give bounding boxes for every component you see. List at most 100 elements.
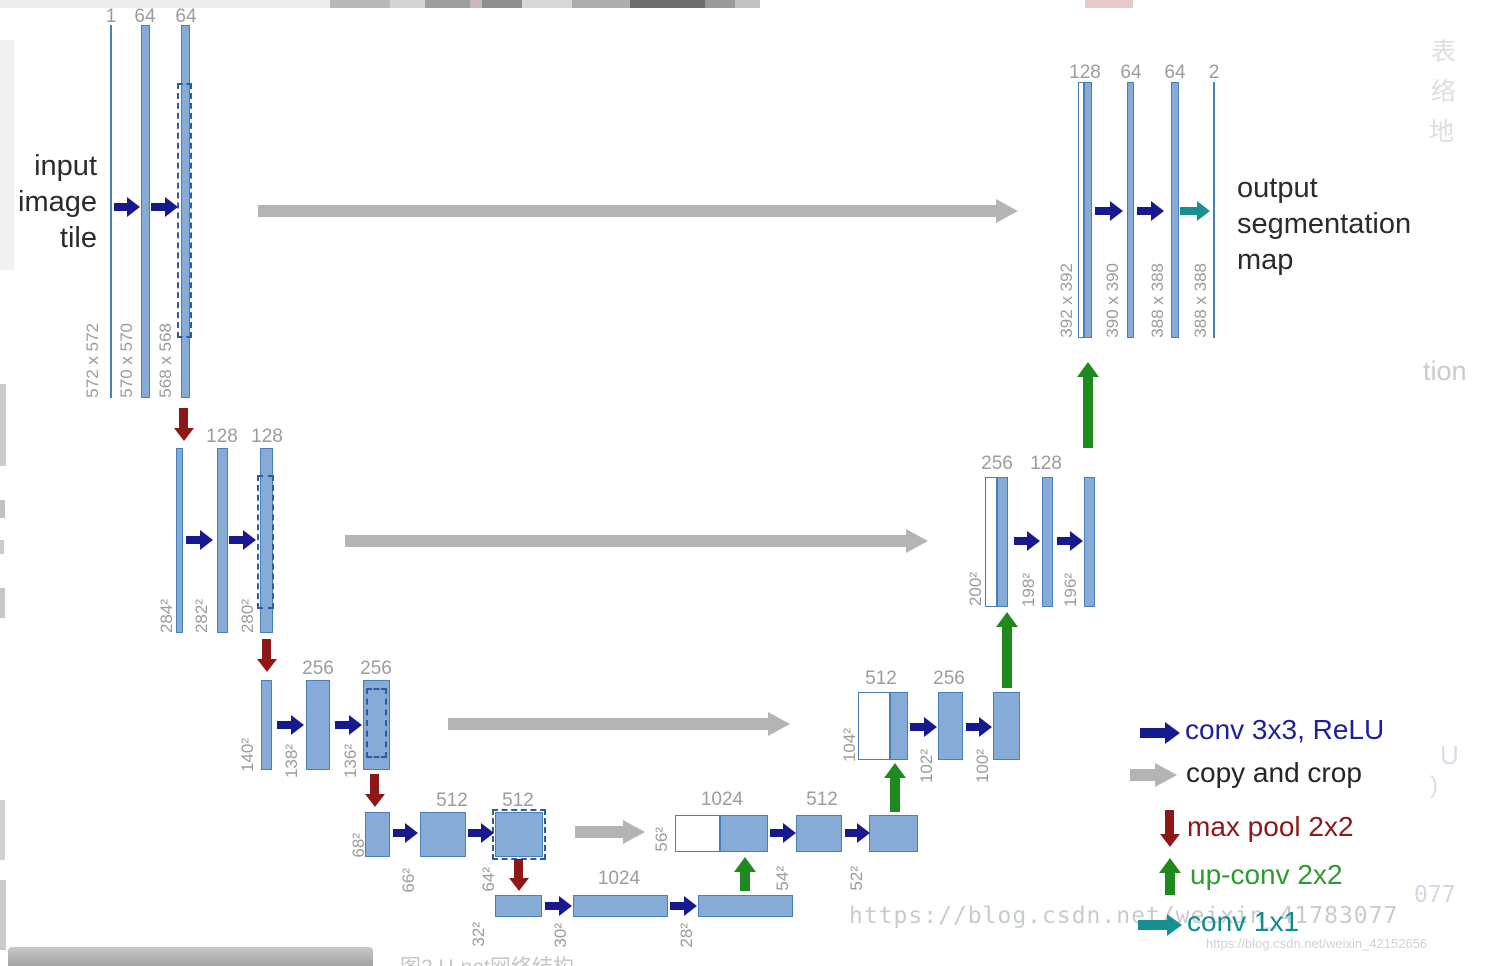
top-edge-fragment bbox=[390, 0, 425, 8]
watermark-fragment: tion bbox=[1423, 356, 1467, 386]
conv-arrow bbox=[770, 829, 783, 837]
feature-map-bar bbox=[1042, 477, 1053, 607]
conv-arrow bbox=[468, 829, 481, 837]
size-label: 140² bbox=[238, 737, 257, 772]
top-edge-fragment bbox=[425, 0, 470, 8]
size-label: 52² bbox=[847, 866, 866, 891]
conv-arrow bbox=[1137, 207, 1151, 215]
copied-feature-map bbox=[985, 477, 997, 607]
feature-map-bar bbox=[217, 448, 228, 633]
channel-label: 1024 bbox=[597, 868, 641, 889]
side-character: 地 bbox=[1429, 118, 1455, 146]
size-label: 32² bbox=[469, 922, 488, 947]
crop-region-outline bbox=[257, 475, 274, 609]
size-label: 64² bbox=[479, 867, 498, 892]
feature-map-bar bbox=[181, 25, 190, 398]
figure-caption: 图2 U-net网络结构 bbox=[400, 951, 574, 966]
input-label-line: image bbox=[18, 186, 97, 218]
channel-label: 256 bbox=[302, 658, 334, 679]
conv-arrow bbox=[151, 203, 165, 211]
feature-map-bar bbox=[997, 477, 1008, 607]
size-label: 28² bbox=[677, 923, 696, 948]
conv-arrow bbox=[277, 721, 291, 729]
size-label: 198² bbox=[1019, 572, 1038, 607]
side-character: 表 bbox=[1431, 38, 1457, 66]
size-label: 390 x 390 bbox=[1103, 263, 1122, 338]
size-label: 568 x 568 bbox=[156, 323, 175, 398]
legend-copy-and-crop: copy and crop bbox=[1186, 757, 1362, 788]
feature-map-bar bbox=[1213, 82, 1215, 338]
size-label: 388 x 388 bbox=[1148, 263, 1167, 338]
feature-map-bar bbox=[573, 895, 668, 917]
left-edge-fragment bbox=[0, 800, 5, 860]
left-edge-fragment bbox=[0, 880, 6, 950]
top-edge-fragment bbox=[630, 0, 705, 8]
conv1x1-arrow-legend bbox=[1138, 920, 1167, 930]
size-label: 30² bbox=[551, 923, 570, 948]
conv-arrow bbox=[1057, 537, 1070, 545]
legend-conv3x3: conv 3x3, ReLU bbox=[1185, 714, 1385, 745]
conv-arrow bbox=[670, 902, 684, 910]
crop-region-outline bbox=[492, 809, 546, 860]
size-label: 196² bbox=[1061, 572, 1080, 607]
maxpool-arrow bbox=[370, 774, 379, 794]
top-edge-fragment bbox=[705, 0, 735, 8]
top-edge-fragment bbox=[735, 0, 760, 8]
channel-label: 512 bbox=[502, 790, 534, 811]
input-label-line: input bbox=[34, 150, 97, 182]
channel-label: 256 bbox=[981, 453, 1013, 474]
feature-map-bar bbox=[890, 692, 908, 760]
conv-arrow bbox=[186, 536, 200, 544]
upconv-arrow-legend bbox=[1165, 873, 1175, 895]
feature-map-bar bbox=[261, 680, 272, 770]
bottom-edge-fragment bbox=[8, 947, 373, 966]
channel-label: 512 bbox=[806, 789, 838, 810]
top-edge-fragment bbox=[572, 0, 630, 8]
feature-map-bar bbox=[306, 680, 330, 770]
top-edge-fragment bbox=[470, 0, 482, 8]
top-edge-fragment bbox=[330, 0, 390, 8]
channel-label: 128 bbox=[206, 426, 238, 447]
feature-map-bar bbox=[420, 812, 466, 857]
channel-label: 256 bbox=[360, 658, 392, 679]
left-edge-fragment bbox=[0, 40, 14, 270]
feature-map-bar bbox=[365, 812, 390, 857]
conv-arrow bbox=[1014, 537, 1027, 545]
size-label: 200² bbox=[966, 571, 985, 606]
channel-label: 64 bbox=[134, 6, 156, 27]
upconv-arrow bbox=[740, 872, 750, 891]
left-edge-fragment bbox=[0, 540, 4, 554]
channel-label: 512 bbox=[865, 668, 897, 689]
size-label: 100² bbox=[973, 748, 992, 783]
conv-arrow bbox=[545, 902, 559, 910]
left-edge-fragment bbox=[0, 588, 5, 618]
output-label-line: output bbox=[1237, 172, 1318, 204]
crop-region-outline bbox=[177, 83, 192, 338]
feature-map-bar bbox=[1127, 82, 1134, 338]
size-label: 138² bbox=[282, 743, 301, 778]
conv-arrow bbox=[966, 723, 979, 731]
top-edge-fragment bbox=[0, 0, 330, 8]
left-edge-fragment bbox=[0, 500, 5, 518]
conv-arrow bbox=[229, 536, 243, 544]
upconv-arrow bbox=[1002, 627, 1012, 688]
size-label: 104² bbox=[840, 727, 859, 762]
size-label: 68² bbox=[349, 833, 368, 858]
size-label: 282² bbox=[192, 598, 211, 633]
left-edge-fragment bbox=[0, 384, 6, 466]
feature-map-bar bbox=[141, 25, 150, 398]
maxpool-arrow bbox=[262, 639, 271, 659]
maxpool-arrow-legend bbox=[1165, 810, 1174, 834]
conv-arrow bbox=[845, 829, 857, 837]
copy-crop-arrow bbox=[345, 535, 906, 547]
copied-feature-map bbox=[675, 815, 720, 852]
top-edge-fragment bbox=[522, 0, 572, 8]
size-label: 572 x 572 bbox=[83, 323, 102, 398]
channel-label: 64 bbox=[175, 6, 197, 27]
size-label: 392 x 392 bbox=[1057, 263, 1076, 338]
conv-arrow bbox=[335, 721, 349, 729]
feature-map-bar bbox=[176, 448, 183, 633]
watermark-fragment: ) bbox=[1430, 772, 1438, 799]
size-label: 388 x 388 bbox=[1191, 263, 1210, 338]
